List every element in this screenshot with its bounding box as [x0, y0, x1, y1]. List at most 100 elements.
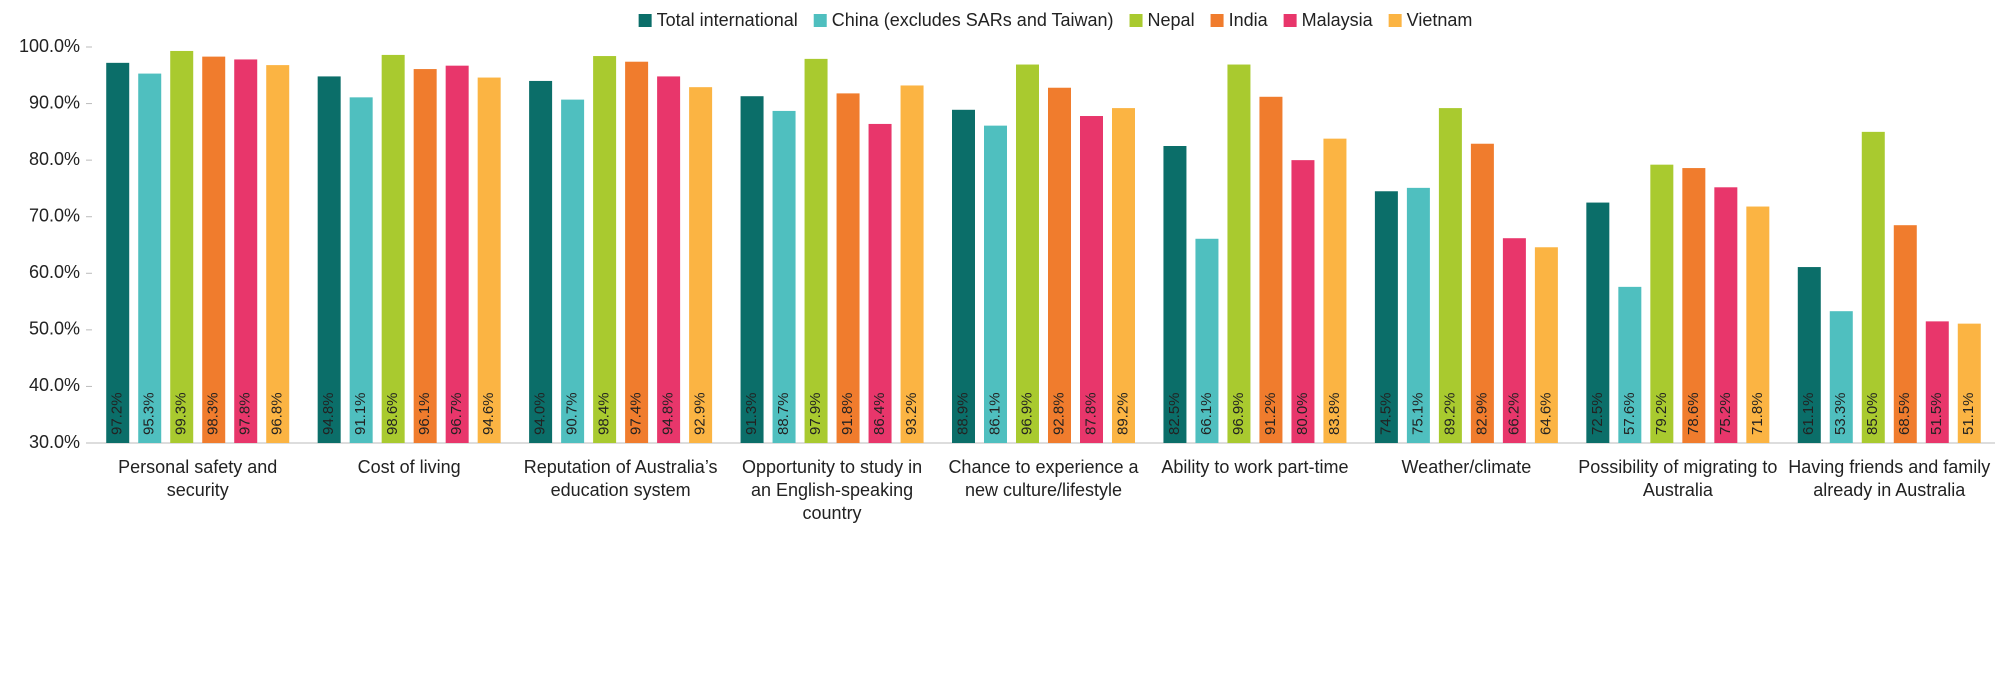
value-label: 75.2% — [1717, 392, 1734, 435]
value-label: 64.6% — [1537, 392, 1554, 435]
legend-label: China (excludes SARs and Taiwan) — [832, 10, 1114, 30]
bar — [868, 123, 892, 444]
value-label: 89.2% — [1114, 392, 1131, 435]
bar — [593, 56, 617, 444]
bar — [1195, 238, 1219, 443]
value-label: 98.6% — [384, 392, 401, 435]
bar — [1470, 143, 1494, 444]
bar — [740, 96, 764, 444]
value-label: 80.0% — [1294, 392, 1311, 435]
x-tick-label: Ability to work part-time — [1161, 457, 1349, 477]
bar — [1829, 311, 1853, 443]
bar — [1227, 64, 1251, 443]
value-label: 95.3% — [141, 392, 158, 435]
value-label: 97.4% — [628, 392, 645, 435]
value-label: 79.2% — [1653, 392, 1670, 435]
value-label: 75.1% — [1409, 392, 1426, 435]
legend-item: Nepal — [1129, 10, 1195, 30]
y-tick-label: 40.0% — [29, 375, 80, 395]
value-label: 96.1% — [416, 392, 433, 435]
bar — [1861, 131, 1885, 443]
value-label: 66.2% — [1505, 392, 1522, 435]
value-label: 96.9% — [1230, 392, 1247, 435]
value-label: 94.0% — [532, 392, 549, 435]
bar — [689, 87, 713, 443]
legend-label: Nepal — [1148, 10, 1195, 30]
legend-swatch — [1283, 14, 1297, 27]
bar — [106, 62, 130, 444]
value-label: 86.4% — [871, 392, 888, 435]
bar — [952, 109, 975, 444]
bar — [804, 58, 828, 443]
bar — [1112, 108, 1135, 444]
value-label: 91.1% — [352, 392, 369, 435]
bar — [900, 85, 924, 444]
value-label: 68.5% — [1896, 392, 1913, 435]
y-tick-label: 70.0% — [29, 205, 80, 225]
value-label: 97.9% — [807, 392, 824, 435]
bar — [349, 97, 373, 443]
bar — [1893, 225, 1917, 443]
legend-item: China (excludes SARs and Taiwan) — [813, 10, 1114, 30]
bar — [657, 76, 681, 443]
y-tick-label: 50.0% — [29, 319, 80, 339]
value-label: 88.7% — [775, 392, 792, 435]
value-label: 85.0% — [1864, 392, 1881, 435]
bar — [1323, 138, 1347, 443]
bar — [1797, 267, 1821, 443]
bar — [836, 93, 860, 443]
value-label: 51.5% — [1928, 392, 1945, 435]
bar — [1502, 238, 1526, 443]
value-label: 96.9% — [1018, 392, 1035, 435]
value-label: 94.6% — [480, 392, 497, 435]
legend-swatch — [813, 14, 827, 27]
legend-label: Malaysia — [1302, 10, 1374, 30]
bar — [170, 50, 194, 444]
bar — [445, 65, 469, 443]
legend-swatch — [1210, 14, 1224, 27]
bar — [1586, 202, 1610, 443]
x-tick-label: Cost of living — [357, 457, 461, 477]
bar — [1291, 160, 1315, 443]
value-label: 91.8% — [839, 392, 856, 435]
x-tick-label: Opportunity to study in an English-speak… — [741, 457, 923, 523]
x-tick-label: Possibility of migrating to Australia — [1578, 457, 1778, 500]
value-label: 72.5% — [1589, 392, 1606, 435]
bar — [625, 61, 649, 444]
x-tick-label: Having friends and family already in Aus… — [1788, 457, 1991, 500]
value-label: 89.2% — [1441, 392, 1458, 435]
legend-label: India — [1229, 10, 1269, 30]
value-label: 86.1% — [986, 392, 1003, 435]
value-label: 71.8% — [1749, 392, 1766, 435]
bar — [1163, 146, 1187, 443]
value-label: 82.5% — [1166, 392, 1183, 435]
value-label: 90.7% — [564, 392, 581, 435]
bar — [1534, 247, 1558, 443]
legend-item: Vietnam — [1388, 10, 1472, 30]
bar — [1650, 164, 1674, 443]
y-tick-label: 30.0% — [29, 432, 80, 452]
value-label: 78.6% — [1685, 392, 1702, 435]
value-label: 91.2% — [1262, 392, 1279, 435]
value-label: 57.6% — [1621, 392, 1638, 435]
bar — [1438, 108, 1462, 444]
bar — [1682, 168, 1706, 443]
bar — [1016, 64, 1039, 443]
bar — [1406, 187, 1430, 443]
bar — [1048, 87, 1071, 443]
bar — [1925, 321, 1949, 443]
bar — [413, 69, 437, 443]
value-label: 61.1% — [1800, 392, 1817, 435]
value-label: 87.8% — [1082, 392, 1099, 435]
legend-label: Total international — [657, 10, 798, 30]
value-label: 66.1% — [1198, 392, 1215, 435]
x-tick-label: Personal safety and security — [118, 457, 278, 500]
bar — [1714, 187, 1738, 443]
y-tick-label: 80.0% — [29, 149, 80, 169]
y-tick-label: 60.0% — [29, 262, 80, 282]
bar — [1259, 96, 1283, 443]
value-label: 82.9% — [1473, 392, 1490, 435]
value-label: 53.3% — [1832, 392, 1849, 435]
